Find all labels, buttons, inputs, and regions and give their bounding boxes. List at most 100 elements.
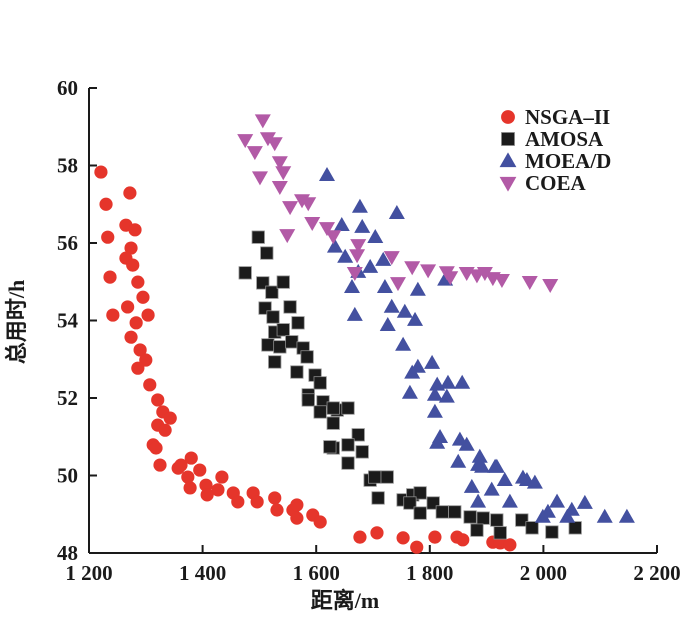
scatter-point-triangle-up	[337, 248, 354, 263]
scatter-point-circle	[353, 530, 367, 544]
scatter-point-triangle-down	[346, 267, 363, 282]
scatter-point-square	[413, 506, 427, 520]
scatter-point-triangle-down	[279, 229, 296, 244]
scatter-point-triangle-up	[367, 228, 384, 243]
scatter-point-circle	[193, 463, 207, 477]
scatter-point-triangle-down	[542, 279, 559, 294]
scatter-point-square	[268, 355, 282, 369]
scatter-point-square	[341, 401, 355, 415]
scatter-point-circle	[270, 503, 284, 517]
scatter-point-triangle-down	[383, 251, 400, 266]
series-amosa	[238, 230, 582, 540]
scatter-point-triangle-up	[463, 478, 480, 493]
scatter-point-circle	[131, 361, 145, 375]
scatter-point-triangle-up	[346, 306, 363, 321]
scatter-point-circle	[151, 393, 165, 407]
scatter-point-square	[568, 521, 582, 535]
scatter-point-circle	[250, 495, 264, 509]
x-tick-label: 1 400	[179, 561, 226, 585]
scatter-point-triangle-down	[251, 171, 268, 186]
scatter-point-triangle-up	[396, 303, 413, 318]
scatter-point-square	[276, 275, 290, 289]
y-tick-label: 56	[57, 231, 78, 255]
scatter-point-triangle-up	[326, 238, 343, 253]
scatter-point-triangle-down	[300, 197, 317, 212]
scatter-point-circle	[231, 495, 245, 509]
scatter-point-triangle-up	[424, 354, 441, 369]
scatter-point-square	[261, 338, 275, 352]
scatter-point-triangle-up	[401, 384, 418, 399]
scatter-point-circle	[106, 308, 120, 322]
scatter-point-circle	[101, 230, 115, 244]
scatter-point-circle	[149, 441, 163, 455]
series-nsga-ii	[94, 165, 517, 554]
legend-item-nsga-ii: NSGA–II	[501, 105, 610, 129]
scatter-point-triangle-up	[450, 453, 467, 468]
scatter-point-triangle-up	[526, 474, 543, 489]
scatter-point-square	[285, 335, 299, 349]
scatter-point-square	[355, 445, 369, 459]
scatter-point-circle	[181, 470, 195, 484]
scatter-point-triangle-down	[237, 134, 254, 149]
data-points	[94, 114, 635, 554]
scatter-point-circle	[456, 533, 470, 547]
scatter-point-circle	[215, 470, 229, 484]
scatter-point-square	[515, 513, 529, 527]
scatter-point-circle	[136, 290, 150, 304]
scatter-point-circle	[370, 526, 384, 540]
scatter-point-triangle-down	[499, 176, 517, 192]
scatter-point-triangle-down	[271, 156, 288, 171]
scatter-point-square	[300, 350, 314, 364]
scatter-point-square	[291, 316, 305, 330]
scatter-point-triangle-up	[318, 166, 335, 181]
legend-label: MOEA/D	[525, 149, 611, 173]
scatter-point-circle	[503, 538, 517, 552]
scatter-point-square	[490, 513, 504, 527]
scatter-point-triangle-up	[362, 258, 379, 273]
scatter-point-triangle-up	[375, 251, 392, 266]
scatter-point-triangle-up	[483, 481, 500, 496]
scatter-point-triangle-down	[246, 146, 263, 161]
scatter-point-triangle-up	[470, 456, 487, 471]
scatter-point-triangle-up	[499, 152, 517, 168]
scatter-point-circle	[103, 270, 117, 284]
scatter-point-square	[273, 340, 287, 354]
scatter-point-triangle-down	[254, 114, 271, 129]
scatter-point-circle	[290, 511, 304, 525]
x-axis-title: 距离/m	[311, 588, 379, 613]
scatter-point-circle	[313, 515, 327, 529]
scatter-point-triangle-up	[501, 493, 518, 508]
scatter-point-triangle-up	[488, 458, 505, 473]
scatter-point-triangle-down	[271, 181, 288, 196]
scatter-point-circle	[158, 423, 172, 437]
legend-item-moea-d: MOEA/D	[499, 149, 611, 173]
scatter-point-square	[326, 416, 340, 430]
scatter-point-circle	[290, 498, 304, 512]
scatter-point-circle	[124, 241, 138, 255]
scatter-point-triangle-down	[282, 201, 299, 216]
scatter-point-square	[301, 393, 315, 407]
scatter-point-square	[341, 456, 355, 470]
scatter-point-triangle-up	[576, 494, 593, 509]
scatter-point-triangle-down	[318, 222, 335, 237]
scatter-point-square	[251, 230, 265, 244]
scatter-point-square	[290, 365, 304, 379]
scatter-point-circle	[129, 316, 143, 330]
scatter-point-circle	[396, 531, 410, 545]
scatter-point-circle	[428, 530, 442, 544]
scatter-point-square	[265, 285, 279, 299]
scatter-point-triangle-down	[521, 275, 538, 290]
scatter-point-circle	[163, 411, 177, 425]
scatter-point-triangle-up	[407, 311, 424, 326]
y-tick-label: 52	[57, 386, 78, 410]
x-tick-label: 1 200	[65, 561, 112, 585]
scatter-point-circle	[153, 458, 167, 472]
scatter-point-triangle-down	[493, 274, 510, 289]
scatter-point-square	[276, 323, 290, 337]
scatter-point-triangle-down	[349, 249, 366, 264]
scatter-point-square	[493, 526, 507, 540]
scatter-point-circle	[123, 186, 137, 200]
scatter-point-square	[238, 266, 252, 280]
